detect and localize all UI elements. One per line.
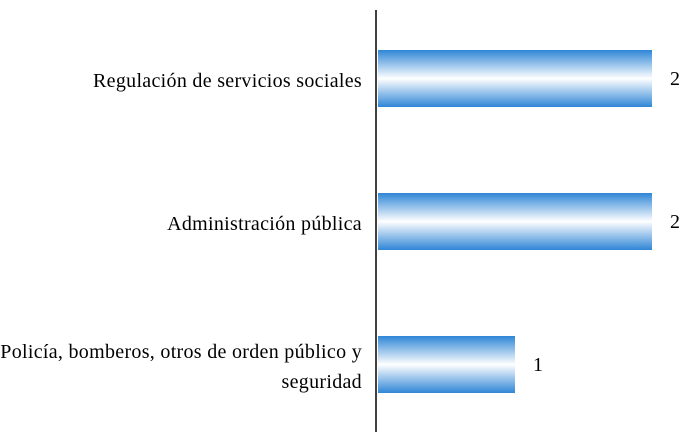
data-label: 2 <box>670 211 680 233</box>
bar <box>378 336 515 393</box>
bar <box>378 193 652 250</box>
data-label: 1 <box>533 354 543 376</box>
data-label: 2 <box>670 68 680 90</box>
category-label: Policía, bomberos, otros de orden públic… <box>0 340 362 393</box>
category-label: Regulación de servicios sociales <box>93 69 362 92</box>
category-label: Administración pública <box>167 212 362 235</box>
bar <box>378 50 652 107</box>
